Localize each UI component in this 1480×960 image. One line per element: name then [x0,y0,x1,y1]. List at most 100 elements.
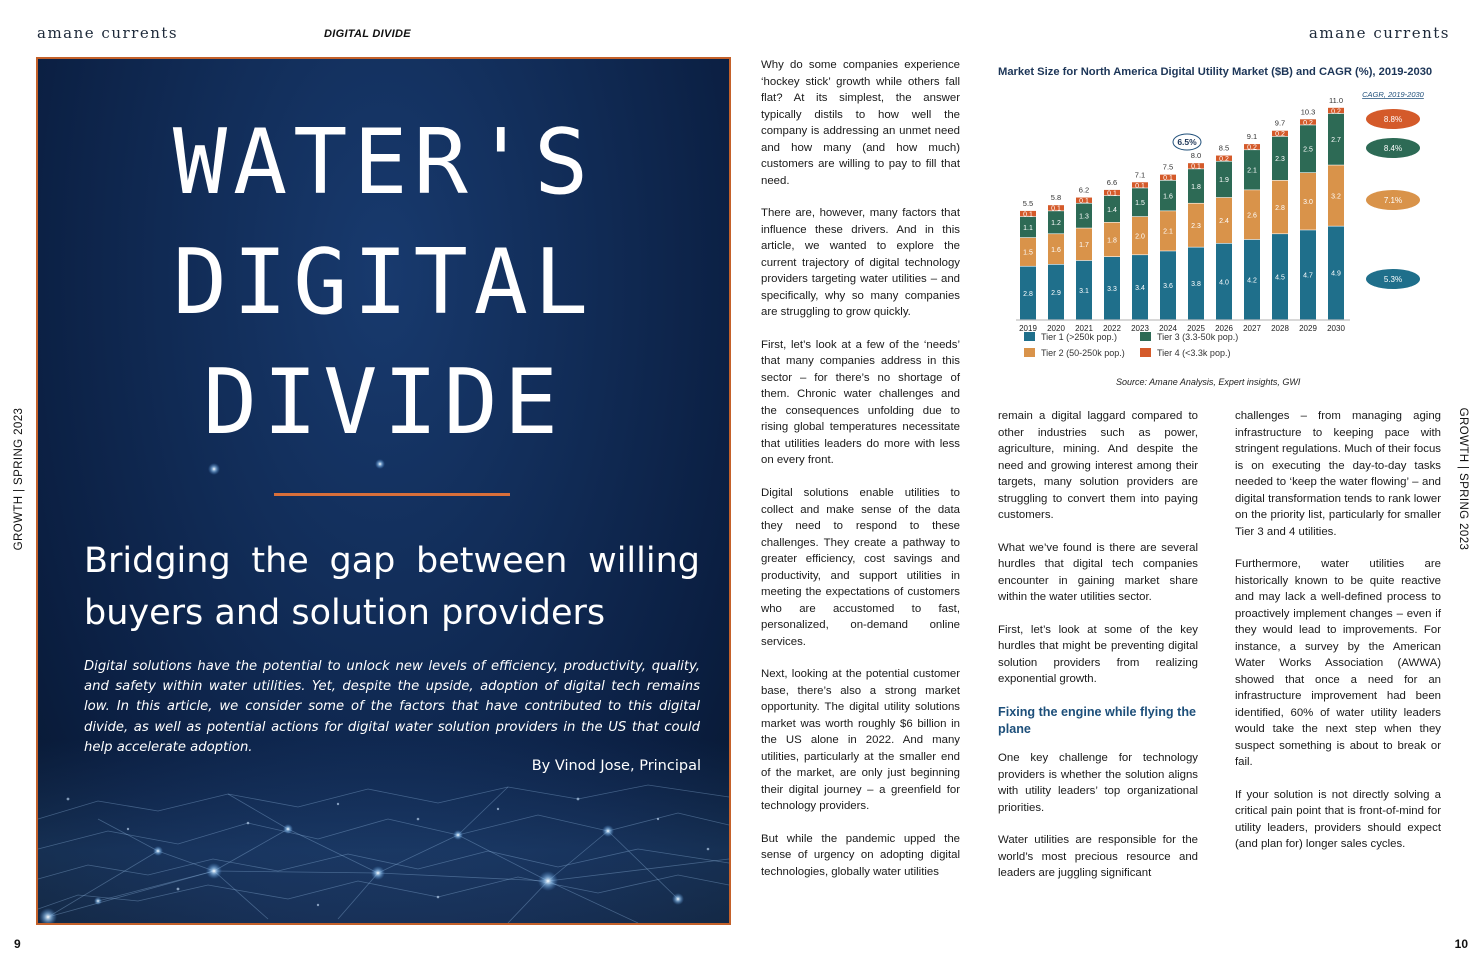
cagr-header: CAGR, 2019-2030 [1362,90,1425,99]
chart-data-label: 0.1 [1051,206,1061,213]
chart-data-label: 4.9 [1331,271,1341,278]
chart-tick-label: 2027 [1243,324,1261,333]
chart-data-label: 3.6 [1163,283,1173,290]
chart-total-label: 7.5 [1163,163,1173,172]
side-label-left: GROWTH | SPRING 2023 [13,407,25,551]
chart-data-label: 1.3 [1079,213,1089,220]
chart-tick-label: 2023 [1131,324,1149,333]
chart-bar-segment [1188,163,1204,169]
byline: By Vinod Jose, Principal [531,758,701,774]
chart-tick-label: 2028 [1271,324,1289,333]
chart-bar-segment [1104,195,1120,223]
paragraph: remain a digital laggard compared to oth… [998,410,1198,521]
chart-bar-segment [1048,205,1064,211]
chart-bar-segment [1244,239,1260,320]
cagr-total-bubble [1172,133,1202,151]
chart-data-label: 2.8 [1275,205,1285,212]
chart-tick-label: 2030 [1327,324,1345,333]
chart-data-label: 4.7 [1303,273,1313,280]
headline-line-2: DIGITAL [172,230,595,335]
chart-data-label: 3.3 [1107,286,1117,293]
chart-data-label: 0.1 [1135,183,1145,190]
chart-bar-segment [1272,136,1288,181]
chart-tick-label: 2022 [1103,324,1121,333]
chart-bar-segment [1132,182,1148,188]
paragraph: Furthermore, water utilities are histori… [1235,558,1441,769]
paragraph: First, let’s look at a few of the ‘needs… [761,338,960,467]
chart-data-label: 0.1 [1191,164,1201,171]
chart-bar-segment [1300,125,1316,173]
chart-data-label: 1.8 [1191,184,1201,191]
chart-tick-label: 2024 [1159,324,1177,333]
chart-bar-segment [1076,228,1092,261]
chart-bar-segment [1076,203,1092,228]
chart-data-label: 2.4 [1219,218,1229,225]
cover-intro: Digital solutions have the potential to … [84,659,700,755]
article-column-2: remain a digital laggard compared to oth… [998,408,1198,898]
cagr-pill [1366,138,1420,158]
chart-bar-segment [1160,180,1176,211]
chart-bar-segment [1160,174,1176,181]
chart-data-label: 0.2 [1303,120,1313,127]
chart-tick-label: 2020 [1047,324,1065,333]
chart-total-label: 6.6 [1107,178,1117,187]
chart-bar-segment [1244,150,1260,190]
chart-total-label: 9.1 [1247,132,1257,141]
chart-bar-segment [1020,237,1036,266]
chart-data-label: 3.0 [1303,199,1313,206]
chart-total-label: 11.0 [1329,96,1343,105]
chart-bar-segment [1328,226,1344,320]
chart-data-label: 1.9 [1219,177,1229,184]
chart-data-label: 2.9 [1051,290,1061,297]
chart-bar-segment [1188,247,1204,320]
legend-label: Tier 2 (50-250k pop.) [1041,348,1125,358]
chart-data-label: 3.1 [1079,288,1089,295]
chart-total-label: 8.5 [1219,144,1229,153]
paragraph: If your solution is not directly solving… [1235,788,1441,851]
chart-data-label: 0.2 [1219,156,1229,163]
chart-bar-segment [1132,188,1148,217]
chart-data-label: 0.1 [1079,198,1089,205]
chart-data-label: 0.1 [1023,211,1033,218]
orange-divider [274,493,510,496]
headline-line-3: DIVIDE [202,350,565,455]
legend-label: Tier 1 (>250k pop.) [1041,332,1117,342]
chart-data-label: 2.7 [1331,137,1341,144]
paragraph: Digital solutions enable utilities to co… [761,487,960,648]
headline-line-1: WATER'S [172,110,595,215]
chart-data-label: 2.6 [1247,213,1257,220]
page-number-right: 10 [1454,937,1468,951]
paragraph: There are, however, many factors that in… [761,207,960,319]
chart-total-label: 7.1 [1135,170,1145,179]
subtitle-line-1: Bridging the gap between willing [84,541,700,581]
chart-bar-segment [1020,216,1036,238]
chart-bar-segment [1216,243,1232,320]
chart-bar-segment [1216,155,1232,161]
chart-bar-segment [1048,264,1064,320]
chart-tick-label: 2025 [1187,324,1205,333]
chart-bar-segment [1244,144,1260,150]
article-column-1: Why do some companies experience ‘hockey… [761,57,960,897]
paragraph: What we’ve found is there are several hu… [998,541,1198,604]
chart-bar-segment [1244,190,1260,240]
paragraph: Water utilities are responsible for the … [998,834,1198,880]
chart-bar-segment [1104,189,1120,196]
chart-data-label: 4.2 [1247,277,1257,284]
brand-left: amane currents [37,24,179,42]
page-number-left: 9 [14,937,21,951]
chart-tick-label: 2029 [1299,324,1317,333]
chart-data-label: 1.6 [1163,193,1173,200]
cagr-pill [1366,269,1420,289]
chart-data-label: 1.5 [1023,250,1033,257]
chart-source: Source: Amane Analysis, Expert insights,… [1116,377,1301,387]
chart-data-label: 3.8 [1191,281,1201,288]
chart-data-label: 0.2 [1331,108,1341,115]
cagr-pill-label: 5.3% [1384,275,1402,284]
paragraph: First, let’s look at some of the key hur… [998,623,1198,686]
article-column-3: challenges – from managing aging infrast… [1235,408,1441,869]
side-label-right: GROWTH | SPRING 2023 [1457,407,1469,551]
cagr-pill-label: 7.1% [1384,196,1402,205]
paragraph: Next, looking at the potential customer … [761,668,960,813]
chart-data-label: 1.7 [1079,242,1089,249]
chart-data-label: 2.1 [1247,168,1257,175]
